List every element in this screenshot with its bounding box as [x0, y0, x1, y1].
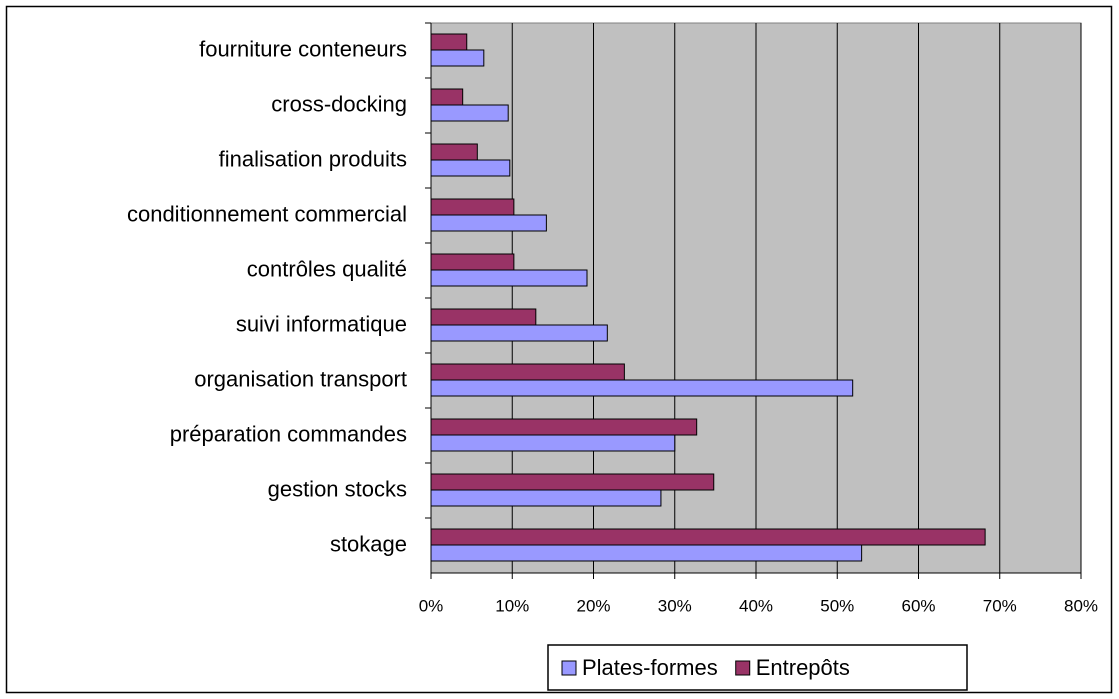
- bar: [430, 33, 468, 51]
- legend-label: Entrepôts: [756, 655, 850, 680]
- y-tick-label: conditionnement commercial: [127, 201, 407, 226]
- y-tick-label: suivi informatique: [236, 311, 407, 336]
- bar: [430, 49, 485, 67]
- x-tick-label: 40%: [739, 596, 773, 615]
- legend-swatch: [561, 660, 577, 676]
- bar: [430, 473, 715, 491]
- x-tick-label: 30%: [658, 596, 692, 615]
- y-tick-label: préparation commandes: [170, 421, 407, 446]
- x-tick-label: 0%: [419, 596, 444, 615]
- y-tick-label: organisation transport: [194, 366, 407, 391]
- x-tick-label: 80%: [1064, 596, 1098, 615]
- y-tick-label: contrôles qualité: [247, 256, 407, 281]
- y-tick-label: gestion stocks: [268, 476, 407, 501]
- bar: [430, 434, 676, 452]
- y-tick-label: fourniture conteneurs: [199, 36, 407, 61]
- y-tick-label: stokage: [330, 531, 407, 556]
- x-tick-label: 10%: [495, 596, 529, 615]
- x-tick-label: 60%: [901, 596, 935, 615]
- bar: [430, 324, 608, 342]
- bar: [430, 214, 547, 232]
- bar: [430, 253, 515, 271]
- bar: [430, 544, 863, 562]
- y-tick-label: cross-docking: [271, 91, 407, 116]
- bar: [430, 269, 588, 287]
- y-tick-label: finalisation produits: [219, 146, 407, 171]
- bar: [430, 159, 511, 177]
- bar: [430, 198, 515, 216]
- x-tick-label: 50%: [820, 596, 854, 615]
- bar: [430, 363, 625, 381]
- bar: [430, 379, 854, 397]
- bar: [430, 104, 509, 122]
- legend-box: [547, 644, 968, 691]
- x-tick-label: 70%: [983, 596, 1017, 615]
- legend-swatch: [735, 660, 751, 676]
- bar: [430, 418, 698, 436]
- bar: [430, 143, 478, 161]
- bar: [430, 308, 537, 326]
- bar: [430, 528, 986, 546]
- legend-label: Plates-formes: [582, 655, 718, 680]
- bar: [430, 88, 464, 106]
- bar: [430, 489, 662, 507]
- x-tick-label: 20%: [576, 596, 610, 615]
